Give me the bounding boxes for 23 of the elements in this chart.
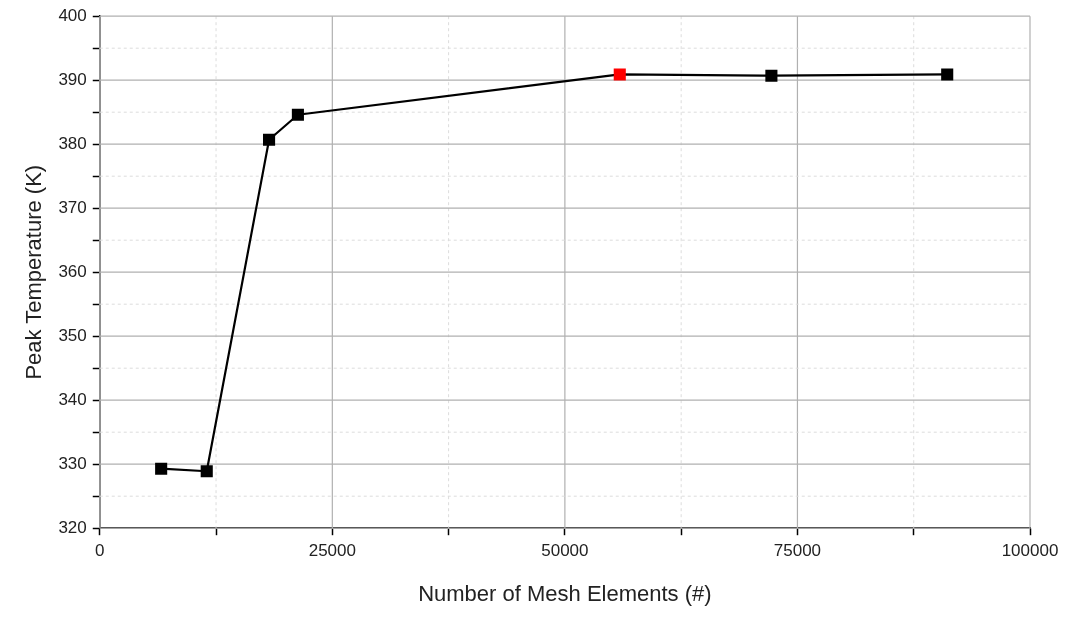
y-tick-label: 400: [58, 5, 87, 25]
y-tick-label: 390: [58, 69, 87, 89]
point: [941, 68, 954, 81]
x-tick-label: 50000: [541, 541, 589, 561]
y-tick-label: 380: [58, 133, 87, 153]
point: [200, 465, 213, 478]
x-axis-title: Number of Mesh Elements (#): [418, 580, 712, 606]
point: [263, 133, 276, 146]
point: [291, 108, 304, 121]
point: [155, 462, 168, 475]
y-tick-label: 320: [58, 517, 87, 537]
x-tick-label: 75000: [773, 541, 822, 561]
point: [765, 69, 778, 82]
y-axis-title: Peak Temperature (K): [21, 164, 47, 380]
y-tick-label: 350: [58, 325, 87, 345]
x-tick-label: 100000: [1001, 541, 1059, 561]
x-tick-label: 25000: [308, 541, 356, 561]
y-tick-label: 370: [58, 197, 87, 217]
point: [613, 68, 626, 81]
y-tick-label: 330: [58, 453, 87, 473]
y-tick-label: 340: [58, 389, 87, 409]
y-tick-label: 360: [58, 261, 87, 281]
x-tick-label: 0: [95, 541, 105, 561]
